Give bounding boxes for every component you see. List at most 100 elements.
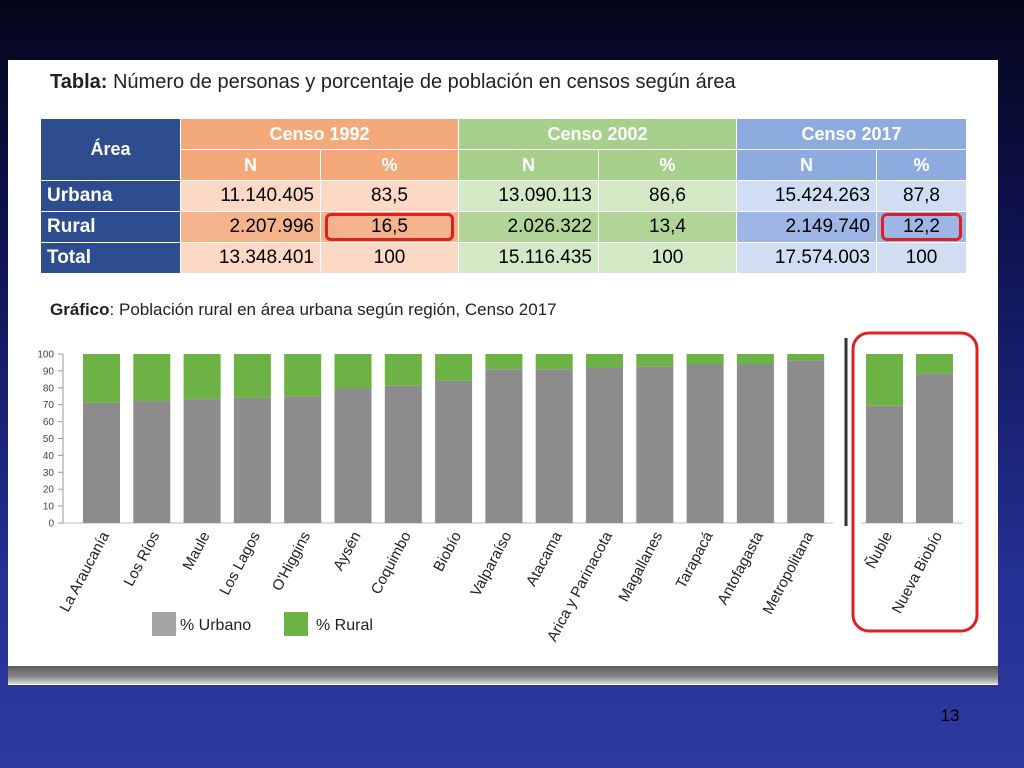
bar-rural-bar <box>636 354 674 367</box>
cell-value: 12,2 <box>903 216 940 237</box>
highlighted-bar-urbano-bar <box>916 373 953 523</box>
x-category-label: Los Ríos <box>121 529 164 589</box>
y-tick-label: 80 <box>43 383 55 394</box>
subheader-n: N <box>736 149 877 181</box>
table-cell-highlighted: 16,5 <box>320 211 459 243</box>
table-cell-highlighted: 12,2 <box>876 211 967 243</box>
slide-bottom-bar <box>8 666 998 684</box>
bar-urbano-bar <box>686 363 724 523</box>
subheader-n: N <box>180 149 321 181</box>
table-cell: 15.424.263 <box>736 180 877 212</box>
bar-rural-bar <box>133 354 171 402</box>
bar-urbano-bar <box>384 385 422 523</box>
y-tick-label: 90 <box>43 366 55 377</box>
bar-urbano-bar <box>586 368 623 523</box>
bar-rural-bar <box>183 354 221 400</box>
bar-urbano-bar <box>435 380 473 523</box>
x-category-label: Antofagasta <box>714 528 767 607</box>
x-category-label: La Araucanía <box>57 528 114 615</box>
table-cell: 2.026.322 <box>458 211 599 243</box>
bar-rural-bar <box>334 354 372 389</box>
table-cell: 2.149.740 <box>736 211 877 243</box>
table-row-urbana: Urbana 11.140.405 83,5 13.090.113 86,6 1… <box>40 180 967 212</box>
legend-swatch-urbano <box>152 612 176 636</box>
bar-rural-bar <box>787 354 825 361</box>
table-cell: 100 <box>598 242 737 274</box>
table-row-rural: Rural 2.207.996 16,5 2.026.322 13,4 2.14… <box>40 211 967 243</box>
y-tick-label: 30 <box>43 468 55 479</box>
table-cell: 100 <box>876 242 967 274</box>
table-cell: 2.207.996 <box>180 211 321 243</box>
table-title: Tabla: Número de personas y porcentaje d… <box>50 71 736 93</box>
bar-rural-bar <box>233 354 271 398</box>
bar-urbano-bar <box>636 366 674 523</box>
y-tick-label: 100 <box>37 350 54 361</box>
table-header-row: Área Censo 1992 Censo 2002 Censo 2017 <box>40 118 967 181</box>
highlighted-bar-urbano-bar <box>866 405 903 523</box>
bar-urbano-bar <box>133 401 171 523</box>
table-cell: 13,4 <box>598 211 737 243</box>
highlighted-bar-rural-bar <box>916 354 953 374</box>
bar-urbano-bar <box>233 397 271 523</box>
x-category-label: Valparaíso <box>467 529 515 599</box>
subheader-pct: % <box>320 149 459 181</box>
stacked-bar-chart: 0 10 20 30 40 50 60 70 80 90 100 La Araucanía Los Rí… <box>37 331 979 644</box>
x-category-label: Metropolitana <box>760 528 818 617</box>
y-tick-label: 10 <box>43 502 55 513</box>
table-subheader-row: N % N % N % <box>41 149 967 181</box>
subheader-n: N <box>458 149 599 181</box>
table-cell: 15.116.435 <box>458 242 599 274</box>
header-censo-2017: Censo 2017 <box>736 118 967 150</box>
highlight-frame <box>851 331 979 633</box>
table-cell: 13.090.113 <box>458 180 599 212</box>
bar-urbano-bar <box>334 388 372 523</box>
x-category-label: Nueva Biobío <box>889 529 946 617</box>
table-cell: 87,8 <box>876 180 967 212</box>
page-number: 13 <box>940 706 960 725</box>
x-category-label: O'Higgins <box>269 529 314 594</box>
header-censo-2002: Censo 2002 <box>458 118 737 150</box>
y-tick-label: 50 <box>43 434 55 445</box>
bar-rural-bar <box>485 354 523 370</box>
x-category-label: Maule <box>179 529 213 573</box>
legend-swatch-rural <box>284 612 308 636</box>
y-tick-label: 70 <box>43 400 55 411</box>
table-cell: 11.140.405 <box>180 180 321 212</box>
table-cell: 100 <box>320 242 459 274</box>
table-cell: 83,5 <box>320 180 459 212</box>
bar-rural-bar <box>535 354 573 370</box>
bar-urbano-bar <box>183 399 221 523</box>
census-table: Área Censo 1992 Censo 2002 Censo 2017 N … <box>40 118 967 274</box>
x-category-label: Los Lagos <box>216 529 264 598</box>
bar-rural-bar <box>686 354 724 364</box>
bar-rural-bar <box>586 354 623 369</box>
header-censo-1992: Censo 1992 <box>180 118 459 150</box>
y-tick-label: 20 <box>43 485 55 496</box>
table-cell: 17.574.003 <box>736 242 877 274</box>
bar-urbano-bar <box>83 402 120 523</box>
highlighted-bar-rural-bar <box>866 354 903 406</box>
bar-urbano-bar <box>736 363 774 523</box>
table-cell: 13.348.401 <box>180 242 321 274</box>
header-area: Área <box>40 118 181 181</box>
x-category-label: Tarapacá <box>673 528 717 591</box>
legend-label-urbano: % Urbano <box>180 617 251 634</box>
subheader-pct: % <box>598 149 737 181</box>
bar-rural-bar <box>284 354 322 397</box>
y-tick-label: 60 <box>43 417 55 428</box>
bar-urbano-bar <box>485 369 523 523</box>
bar-rural-bar <box>83 354 120 403</box>
bar-rural-bar <box>435 354 473 381</box>
slide: Tabla: Número de personas y porcentaje d… <box>8 60 998 685</box>
bar-urbano-bar <box>535 369 573 523</box>
bar-rural-bar <box>384 354 422 386</box>
x-category-label: Biobío <box>430 529 465 575</box>
table-row-total: Total 13.348.401 100 15.116.435 100 17.5… <box>40 242 967 274</box>
chart-title: Gráfico: Población rural en área urbana … <box>50 300 557 319</box>
x-category-label: Ñuble <box>863 529 896 572</box>
bar-urbano-bar <box>284 396 322 523</box>
subheader-pct: % <box>876 149 967 181</box>
row-label: Urbana <box>40 180 181 212</box>
x-category-label: Atacama <box>523 528 566 589</box>
y-tick-label: 40 <box>43 451 55 462</box>
